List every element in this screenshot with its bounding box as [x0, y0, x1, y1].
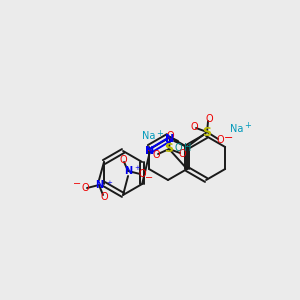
Text: O: O — [138, 169, 146, 179]
Text: O: O — [174, 143, 182, 153]
Text: N: N — [95, 180, 103, 190]
Text: S: S — [165, 142, 174, 155]
Text: +: + — [244, 122, 251, 130]
Text: N: N — [165, 134, 175, 144]
Text: O: O — [216, 135, 224, 145]
Text: O: O — [190, 122, 198, 132]
Text: O: O — [178, 149, 186, 159]
Text: N: N — [124, 166, 132, 176]
Text: −: − — [73, 179, 81, 189]
Text: O: O — [81, 183, 89, 193]
Text: O: O — [100, 192, 108, 202]
Text: Na: Na — [230, 124, 244, 134]
Text: Na: Na — [142, 131, 156, 141]
Text: N: N — [146, 146, 155, 156]
Text: −: − — [224, 133, 233, 143]
Text: O: O — [152, 150, 160, 160]
Text: S: S — [202, 125, 211, 139]
Text: +: + — [134, 165, 140, 171]
Text: −: − — [144, 146, 154, 156]
Text: H: H — [184, 143, 192, 153]
Text: +: + — [157, 128, 164, 137]
Text: O: O — [205, 114, 213, 124]
Text: +: + — [106, 180, 112, 186]
Text: −: − — [145, 173, 153, 183]
Text: O: O — [166, 131, 174, 141]
Text: O: O — [119, 155, 127, 165]
